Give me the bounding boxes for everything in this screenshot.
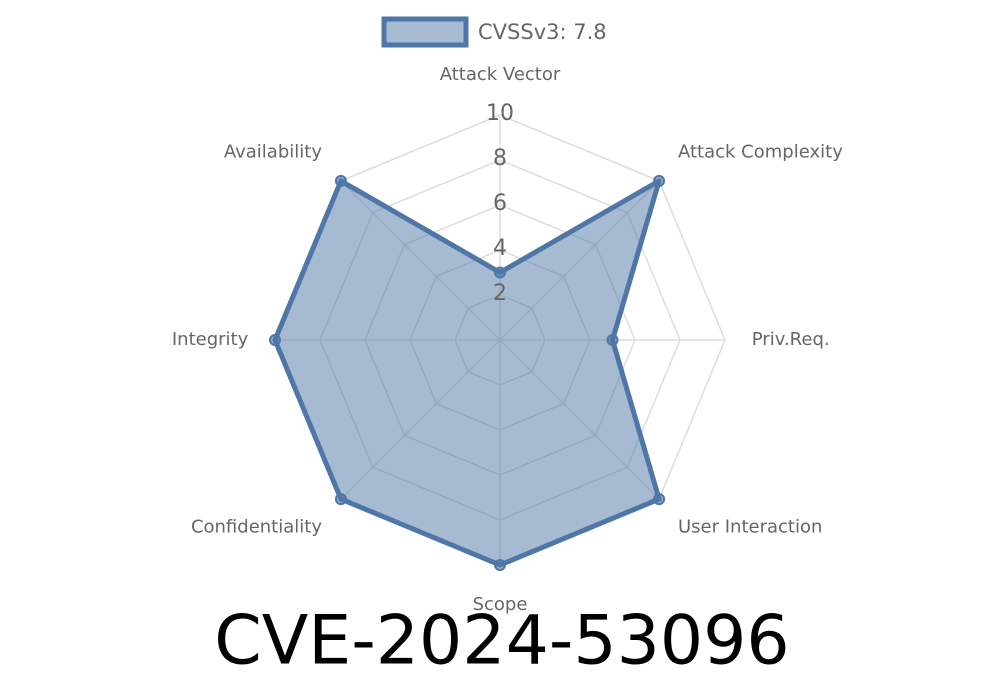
r-tick-label: 2 bbox=[493, 281, 507, 306]
category-label: Confidentiality bbox=[191, 516, 322, 537]
data-point bbox=[334, 174, 347, 187]
data-point bbox=[653, 174, 666, 187]
data-point bbox=[269, 334, 281, 346]
category-label: Attack Complexity bbox=[678, 142, 843, 163]
data-point bbox=[494, 266, 506, 279]
data-point bbox=[334, 493, 347, 506]
category-label: User Interaction bbox=[678, 516, 822, 537]
series-area bbox=[272, 178, 662, 568]
category-label: Attack Vector bbox=[440, 64, 561, 85]
category-label: Availability bbox=[224, 142, 322, 163]
category-label: Priv.Req. bbox=[752, 329, 830, 350]
chart-title: CVE-2024-53096 bbox=[214, 602, 789, 681]
r-tick-label: 4 bbox=[493, 236, 507, 261]
data-point bbox=[606, 334, 619, 346]
r-tick-label: 6 bbox=[493, 191, 507, 216]
r-tick-label: 8 bbox=[493, 146, 507, 171]
legend-swatch bbox=[381, 16, 469, 48]
r-tick-label: 10 bbox=[486, 101, 514, 126]
category-label: Scope bbox=[473, 594, 528, 615]
data-point bbox=[653, 493, 666, 506]
category-label: Integrity bbox=[172, 329, 249, 350]
legend-label: CVSSv3: 7.8 bbox=[478, 20, 607, 44]
data-point bbox=[494, 559, 506, 571]
